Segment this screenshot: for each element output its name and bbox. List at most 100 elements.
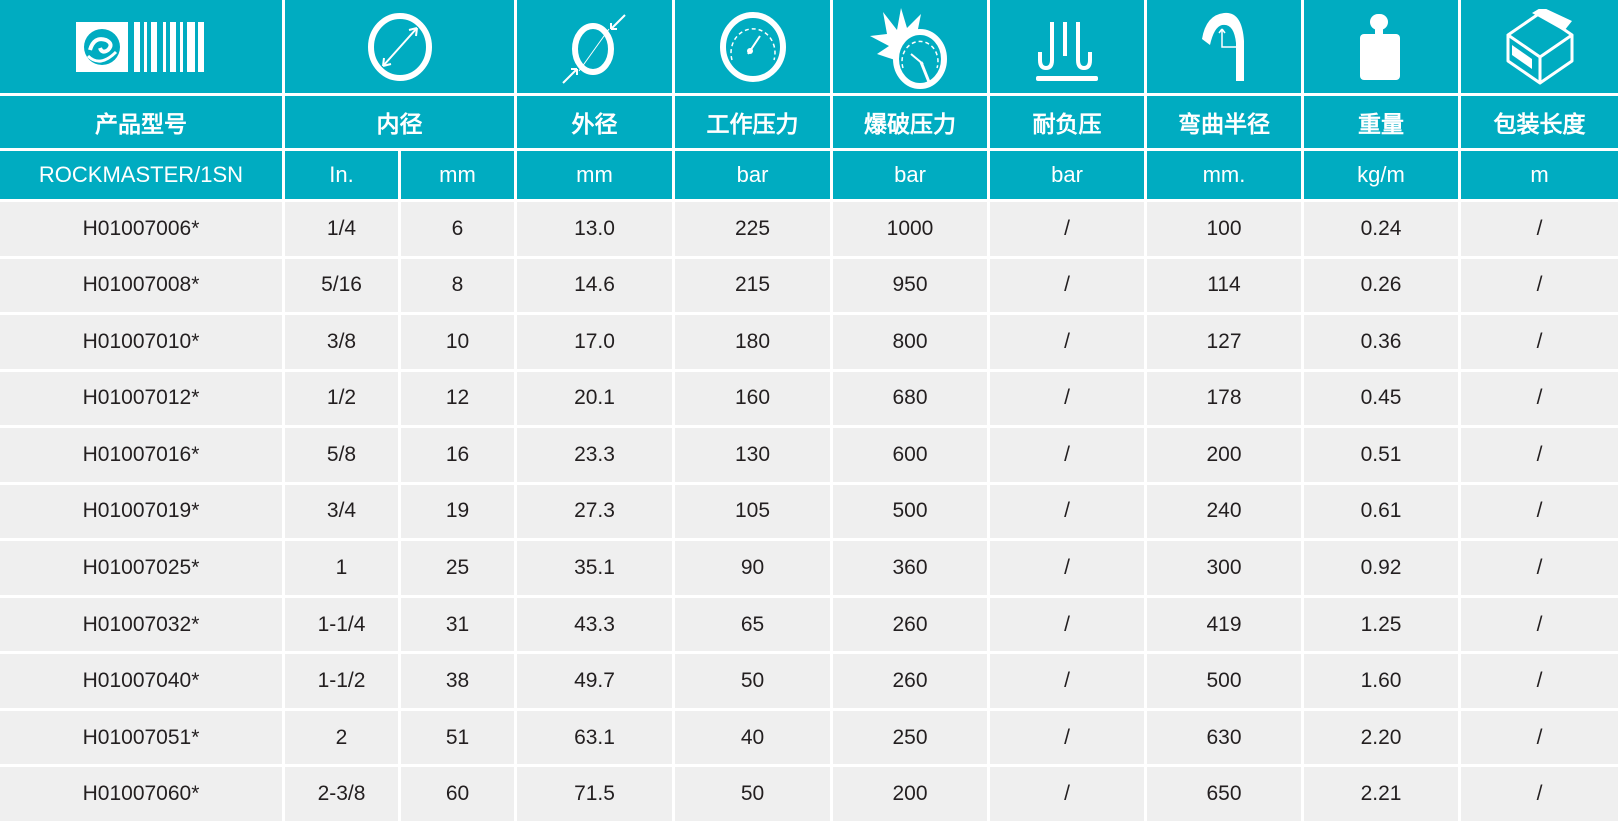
header-outer-diameter: 外径 [517,96,672,148]
cell-vacuum: / [990,484,1144,539]
cell-model: H01007006* [0,202,282,256]
inner-diameter-icon [367,12,432,81]
cell-inner-mm: 25 [401,541,514,595]
cell-working-pressure: 225 [675,202,830,256]
cell-package-length: / [1461,710,1618,765]
cell-inner-inch: 2 [285,710,398,765]
cell-outer-diameter: 23.3 [517,428,672,482]
cell-bend-radius: 178 [1147,371,1301,426]
cell-working-pressure: 50 [675,654,830,708]
bend-radius-icon-cell [1147,0,1301,93]
cell-inner-inch: 5/8 [285,428,398,482]
cell-package-length: / [1461,484,1618,539]
cell-outer-diameter: 43.3 [517,597,672,652]
cell-outer-diameter: 63.1 [517,710,672,765]
cell-outer-diameter: 71.5 [517,767,672,821]
cell-working-pressure: 50 [675,767,830,821]
cell-bend-radius: 419 [1147,597,1301,652]
cell-bend-radius: 650 [1147,767,1301,821]
cell-working-pressure: 40 [675,710,830,765]
cell-vacuum: / [990,767,1144,821]
cell-burst-pressure: 680 [833,371,987,426]
cell-inner-inch: 3/8 [285,315,398,369]
cell-outer-diameter: 17.0 [517,315,672,369]
cell-inner-inch: 3/4 [285,484,398,539]
cell-inner-mm: 10 [401,315,514,369]
cell-burst-pressure: 260 [833,654,987,708]
cell-outer-diameter: 20.1 [517,371,672,426]
pressure-gauge-icon [719,11,786,82]
cell-inner-inch: 1-1/2 [285,654,398,708]
unit-package-length: m [1461,151,1618,199]
cell-burst-pressure: 200 [833,767,987,821]
cell-model: H01007060* [0,767,282,821]
cell-inner-mm: 6 [401,202,514,256]
header-weight: 重量 [1304,96,1458,148]
cell-package-length: / [1461,371,1618,426]
cell-vacuum: / [990,315,1144,369]
cell-weight: 0.92 [1304,541,1458,595]
cell-inner-inch: 1/4 [285,202,398,256]
cell-working-pressure: 130 [675,428,830,482]
cell-package-length: / [1461,541,1618,595]
cell-weight: 0.61 [1304,484,1458,539]
cell-inner-inch: 1-1/4 [285,597,398,652]
cell-package-length: / [1461,428,1618,482]
cell-weight: 1.25 [1304,597,1458,652]
cell-model: H01007040* [0,654,282,708]
cell-outer-diameter: 35.1 [517,541,672,595]
burst-pressure-icon-cell [833,0,987,93]
header-working-pressure: 工作压力 [675,96,830,148]
cell-outer-diameter: 13.0 [517,202,672,256]
cell-package-length: / [1461,258,1618,313]
bend-radius-icon [1202,12,1244,81]
cell-inner-mm: 8 [401,258,514,313]
cell-working-pressure: 215 [675,258,830,313]
unit-outer-diameter: mm [517,151,672,199]
header-package-length: 包装长度 [1461,96,1618,148]
cell-inner-mm: 19 [401,484,514,539]
cell-burst-pressure: 800 [833,315,987,369]
cell-vacuum: / [990,597,1144,652]
cell-outer-diameter: 14.6 [517,258,672,313]
header-inner-diameter: 内径 [285,96,514,148]
cell-weight: 0.24 [1304,202,1458,256]
cell-vacuum: / [990,710,1144,765]
header-burst-pressure: 爆破压力 [833,96,987,148]
unit-inner-mm: mm [401,151,514,199]
cell-package-length: / [1461,597,1618,652]
vacuum-icon [1036,21,1098,81]
unit-working-pressure: bar [675,151,830,199]
cell-working-pressure: 105 [675,484,830,539]
cell-vacuum: / [990,654,1144,708]
cell-working-pressure: 160 [675,371,830,426]
unit-vacuum: bar [990,151,1144,199]
cell-model: H01007010* [0,315,282,369]
cell-vacuum: / [990,202,1144,256]
header-bend-radius: 弯曲半径 [1147,96,1301,148]
cell-outer-diameter: 49.7 [517,654,672,708]
cell-inner-mm: 60 [401,767,514,821]
outer-diameter-icon-cell [517,0,672,93]
cell-weight: 2.20 [1304,710,1458,765]
cell-burst-pressure: 600 [833,428,987,482]
unit-inner-inch: In. [285,151,398,199]
cell-outer-diameter: 27.3 [517,484,672,539]
cell-vacuum: / [990,541,1144,595]
unit-bend-radius: mm. [1147,151,1301,199]
logo-icon [76,21,204,72]
cell-inner-mm: 31 [401,597,514,652]
weight-icon-cell [1304,0,1458,93]
outer-diameter-icon [561,13,626,84]
cell-inner-mm: 12 [401,371,514,426]
cell-bend-radius: 500 [1147,654,1301,708]
cell-package-length: / [1461,315,1618,369]
cell-model: H01007051* [0,710,282,765]
cell-model: H01007025* [0,541,282,595]
working-pressure-icon-cell [675,0,830,93]
unit-burst-pressure: bar [833,151,987,199]
vacuum-icon-cell [990,0,1144,93]
cell-burst-pressure: 1000 [833,202,987,256]
cell-working-pressure: 65 [675,597,830,652]
package-box-icon [1506,8,1573,84]
